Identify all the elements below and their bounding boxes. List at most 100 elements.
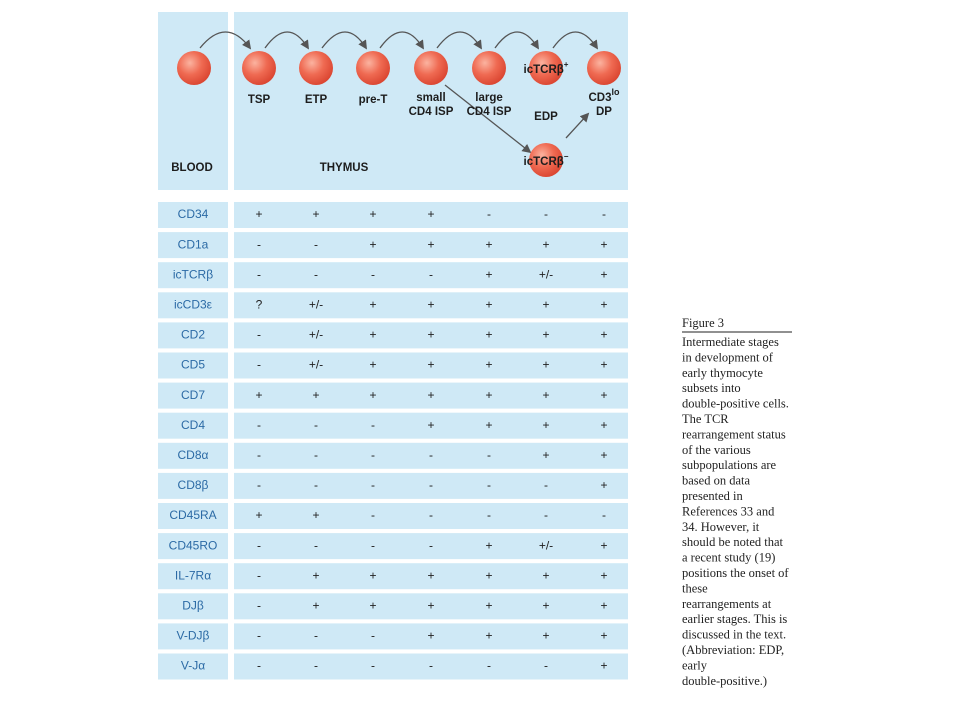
- cell-value: -: [544, 659, 548, 673]
- cell-value: +: [542, 418, 549, 432]
- caption-line: in development of: [682, 350, 774, 364]
- cell-value: +: [542, 448, 549, 462]
- cell-value: +: [485, 388, 492, 402]
- row-label-bg: [158, 472, 228, 499]
- row-label-bg: [158, 533, 228, 560]
- cell-value: -: [257, 418, 261, 432]
- text: −: [564, 152, 569, 161]
- cell: [299, 51, 333, 85]
- cell-value: +: [427, 297, 434, 311]
- cell-value: +: [600, 629, 607, 643]
- cell-value: +: [485, 418, 492, 432]
- cell-value: +: [542, 358, 549, 372]
- row-label-bg: [158, 352, 228, 379]
- cell: [414, 51, 448, 85]
- cell-value: +/-: [309, 358, 323, 372]
- marker-name: DJβ: [182, 598, 204, 612]
- marker-name: CD2: [181, 328, 205, 342]
- caption-line: subpopulations are: [682, 458, 777, 472]
- cell: [177, 51, 211, 85]
- cell-value: -: [314, 538, 318, 552]
- marker-name: CD8α: [178, 448, 209, 462]
- text: CD3: [588, 92, 611, 104]
- row-bg: [234, 442, 628, 469]
- cell-value: +: [542, 297, 549, 311]
- caption-line: The TCR: [682, 412, 729, 426]
- marker-name: V-DJβ: [177, 629, 210, 643]
- cell-value: +: [369, 568, 376, 582]
- cell-value: +: [485, 297, 492, 311]
- caption-line: these: [682, 581, 708, 595]
- cell-value: +: [427, 207, 434, 221]
- caption-line: based on data: [682, 474, 750, 488]
- cell-value: +: [485, 267, 492, 281]
- caption-line: rearrangement status: [682, 427, 786, 441]
- cell-value: -: [487, 207, 491, 221]
- caption-line: subsets into: [682, 381, 741, 395]
- row-bg: [234, 292, 628, 319]
- cell: [356, 51, 390, 85]
- text: lo: [612, 87, 621, 97]
- cell-value: +: [542, 237, 549, 251]
- cell-value: +: [600, 418, 607, 432]
- caption-line: early: [682, 658, 708, 672]
- marker-name: IL-7Rα: [175, 568, 211, 582]
- cell-value: +/-: [309, 297, 323, 311]
- cell-label: icTCRβ−: [524, 152, 569, 168]
- cell-value: -: [257, 328, 261, 342]
- row-bg: [234, 352, 628, 379]
- cell-value: -: [371, 267, 375, 281]
- caption-line: double-positive cells.: [682, 397, 789, 411]
- row-label-bg: [158, 262, 228, 289]
- row-bg: [234, 382, 628, 409]
- caption-line: 34. However, it: [682, 520, 760, 534]
- blood-panel: [158, 12, 228, 190]
- row-label-bg: [158, 232, 228, 259]
- marker-name: CD8β: [178, 478, 209, 492]
- caption-line: discussed in the text.: [682, 628, 786, 642]
- cell-value: -: [429, 659, 433, 673]
- row-label-bg: [158, 322, 228, 349]
- cell-value: +: [600, 267, 607, 281]
- cell-value: +: [485, 538, 492, 552]
- cell-label: CD4 ISP: [409, 106, 454, 118]
- cell-value: +: [542, 328, 549, 342]
- caption-line: of the various: [682, 443, 751, 457]
- row-label-bg: [158, 503, 228, 529]
- text: small: [416, 92, 445, 104]
- cell-label: CD3lo: [588, 87, 620, 104]
- cell-value: +: [369, 598, 376, 612]
- cell-label: pre-T: [359, 94, 388, 106]
- cell-value: +: [427, 598, 434, 612]
- cell-value: -: [314, 478, 318, 492]
- cell-value: +: [312, 568, 319, 582]
- cell-value: +: [369, 297, 376, 311]
- cell-value: -: [257, 237, 261, 251]
- caption-line: positions the onset of: [682, 566, 789, 580]
- cell-value: -: [257, 448, 261, 462]
- row-label-bg: [158, 563, 228, 590]
- cell-value: -: [314, 448, 318, 462]
- cell-value: +: [542, 629, 549, 643]
- cell-value: +: [600, 448, 607, 462]
- marker-name: CD5: [181, 358, 205, 372]
- cell-value: +/-: [539, 267, 553, 281]
- cell-value: +: [369, 388, 376, 402]
- row-label-bg: [158, 442, 228, 469]
- row-bg: [234, 232, 628, 259]
- cell-value: +: [427, 328, 434, 342]
- text: CD4 ISP: [467, 106, 512, 118]
- cell-value: -: [371, 659, 375, 673]
- row-bg: [234, 623, 628, 650]
- caption-line: should be noted that: [682, 535, 784, 549]
- cell-value: -: [257, 478, 261, 492]
- cell-value: +: [600, 598, 607, 612]
- caption-line: a recent study (19): [682, 551, 775, 565]
- cell-value: -: [314, 418, 318, 432]
- cell-label: TSP: [248, 94, 271, 106]
- cell-value: -: [314, 629, 318, 643]
- cell-value: +: [369, 328, 376, 342]
- row-bg: [234, 533, 628, 560]
